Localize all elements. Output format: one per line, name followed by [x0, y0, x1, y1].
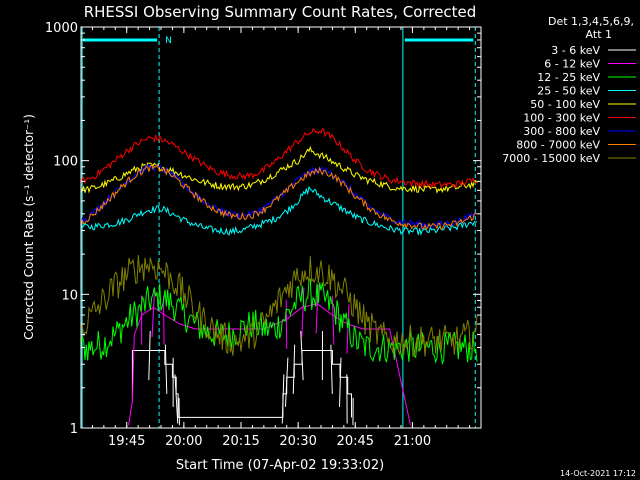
series-6-12-kev-spike-2 [162, 295, 165, 345]
footer-date: 14-Oct-2021 17:12 [560, 469, 636, 478]
x-tick-label-87: 21:00 [394, 434, 431, 449]
legend-label-25-50-kev: 25 - 50 keV [537, 85, 600, 98]
series-25-50-kev-line [80, 185, 478, 237]
legend-header-line-1: Det 1,3,4,5,6,9, [548, 15, 634, 28]
plot-area: N [80, 27, 478, 428]
x-tick-label-72: 20:45 [337, 434, 374, 449]
x-axis-label: Start Time (07-Apr-02 19:33:02) [176, 458, 384, 473]
y-axis-label: Corrected Count Rate (s⁻¹ detector⁻¹) [22, 114, 36, 340]
x-tick-label-12: 19:45 [108, 434, 145, 449]
y-tick-label-100: 100 [53, 155, 78, 170]
legend-header-line-2: Att 1 [586, 28, 612, 41]
legend-label-3-6-kev: 3 - 6 keV [551, 44, 600, 57]
y-tick-label-10: 10 [61, 288, 78, 303]
series-7000-15000-kev-line [80, 255, 478, 358]
series-3-6-kev-spike-1 [164, 344, 168, 394]
plot-frame [80, 26, 482, 429]
series-3-6-kev-spike-11 [339, 357, 342, 407]
series-6-12-kev-spike-1 [151, 287, 156, 337]
x-tick-label-27: 20:00 [165, 434, 202, 449]
legend-label-6-12-kev: 6 - 12 keV [544, 58, 600, 71]
series-3-6-kev-line [131, 350, 352, 418]
chart-title: RHESSI Observing Summary Count Rates, Co… [84, 3, 477, 21]
series-3-6-kev-spike-7 [292, 344, 296, 394]
legend-label-50-100-kev: 50 - 100 keV [530, 98, 600, 111]
series-50-100-kev-line [80, 145, 478, 194]
series-3-6-kev-spike-5 [281, 374, 285, 424]
series-800-7000-kev-line [80, 163, 478, 231]
y-tick-label-1: 1 [70, 422, 78, 437]
x-tick-label-42: 20:15 [222, 434, 259, 449]
series-100-300-kev-line [80, 128, 478, 190]
series-3-6-kev-spike-10 [330, 344, 333, 394]
series-6-12-kev-spike-7 [346, 304, 350, 354]
series-6-12-kev-spike-3 [285, 299, 288, 349]
legend-label-7000-15000-kev: 7000 - 15000 keV [502, 152, 600, 165]
series-3-6-kev-spike-3 [174, 374, 179, 424]
series-3-6-kev-spike-6 [284, 357, 289, 407]
legend-label-300-800-kev: 300 - 800 keV [523, 125, 600, 138]
legend-label-12-25-kev: 12 - 25 keV [537, 71, 600, 84]
series-3-6-kev-spike-8 [300, 330, 304, 381]
y-tick-label-1000: 1000 [45, 21, 78, 36]
annotation-n-0: N [165, 36, 172, 46]
x-tick-label-57: 20:30 [279, 434, 316, 449]
legend-label-100-300-kev: 100 - 300 keV [523, 112, 600, 125]
series-3-6-kev-spike-0 [148, 330, 151, 381]
axes: 19:45 20:00 20:15 20:30 20:45 21:00 1 10 100 1000 [45, 21, 482, 449]
legend-label-800-7000-kev: 800 - 7000 keV [516, 139, 600, 152]
